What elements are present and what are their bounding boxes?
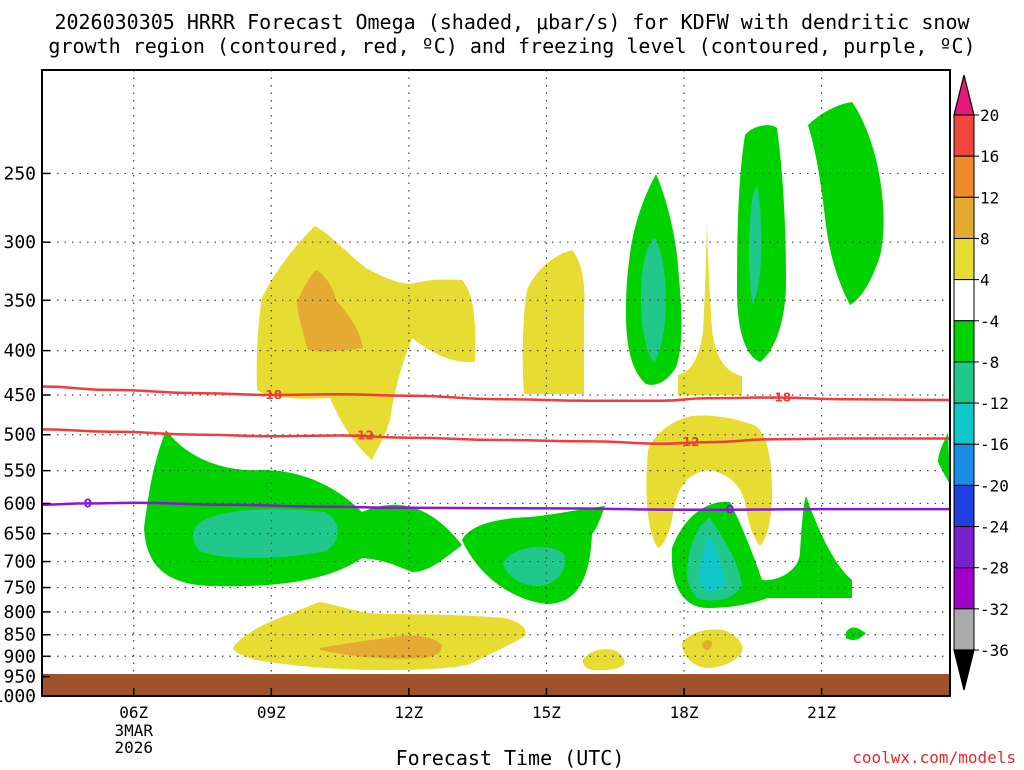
y-tick-label-400: 400	[3, 341, 36, 362]
colorbar-bin--20--16	[953, 443, 975, 486]
y-tick-label-900: 900	[3, 646, 36, 667]
gridlines	[42, 70, 950, 696]
shade-yellow-cell-5	[582, 649, 625, 671]
x-axis-label: Forecast Time (UTC)	[395, 746, 625, 770]
surface-ground-band	[42, 674, 950, 696]
y-tick-label-500: 500	[3, 425, 36, 446]
y-tick-label-300: 300	[3, 232, 36, 253]
plot-frame	[41, 69, 951, 697]
y-tick-label-650: 650	[3, 524, 36, 545]
y-tick-label-250: 250	[3, 163, 36, 184]
shade-green-cell-5	[737, 125, 786, 363]
colorbar-bin-4-8	[953, 237, 975, 281]
x-tick-label-09Z: 09Z	[257, 703, 286, 722]
colorbar-bin-12-16	[953, 155, 975, 198]
colorbar-bin-8-12	[953, 196, 975, 239]
shade-cyan-cell-3	[699, 536, 725, 592]
colorbar-label-16: 16	[980, 147, 999, 166]
colorbar-bin--32--28	[953, 567, 975, 610]
omega-shading	[144, 102, 950, 671]
y-tick-label-350: 350	[3, 290, 36, 311]
y-tick-label-850: 850	[3, 625, 36, 646]
contour-labels: -18 -18 -12 -12 0 0	[84, 388, 791, 517]
colorbar-over-triangle	[953, 74, 975, 116]
colorbar-bin--28--24	[953, 526, 975, 569]
contour-label-dgz-minus12: -12	[352, 428, 374, 442]
colorbar-label--8: -8	[980, 353, 999, 372]
colorbar-label-8: 8	[980, 229, 990, 248]
colorbar-bin--16--12	[953, 402, 975, 445]
shade-teal-cell-5	[749, 186, 762, 305]
colorbar-label--24: -24	[980, 518, 1009, 537]
shade-green-cell-6	[808, 102, 884, 305]
shade-orange-cell-6	[702, 640, 713, 650]
shade-green-fragment-2	[938, 432, 950, 484]
credit-link[interactable]: coolwx.com/models	[852, 748, 1016, 767]
x-tick-label-06Z: 06Z	[119, 703, 148, 722]
shade-teal-cell-1	[193, 509, 338, 558]
x-tick-sublabel: 3MAR	[114, 721, 153, 740]
colorbar-label-20: 20	[980, 106, 999, 125]
y-tick-label-950: 950	[3, 667, 36, 688]
shade-yellow-cell-2	[522, 250, 585, 394]
shade-teal-cell-2	[503, 546, 565, 586]
shade-orange-cell-4	[320, 635, 443, 659]
colorbar-label--32: -32	[980, 600, 1009, 619]
contour-dgz-minus18	[42, 385, 950, 403]
colorbar-label--20: -20	[980, 476, 1009, 495]
x-tick-label-18Z: 18Z	[670, 703, 699, 722]
contour-label-freezing-level: 0	[84, 496, 92, 510]
y-tick-label-1000: 1000	[0, 686, 36, 707]
shade-yellow-spike-18z	[678, 222, 742, 395]
contour-dgz-minus12	[42, 428, 950, 445]
contour-label-dgz-minus18: -18	[769, 391, 791, 405]
colorbar-label-4: 4	[980, 271, 990, 290]
colorbar-label--4: -4	[980, 312, 999, 331]
contour-label-dgz-minus18: -18	[260, 388, 282, 402]
shade-yellow-cell-1	[256, 226, 476, 460]
y-tick-label-450: 450	[3, 385, 36, 406]
colorbar-bin--36--32	[953, 608, 975, 651]
chart-title-line-1: 2026030305 HRRR Forecast Omega (shaded, …	[54, 10, 970, 34]
colorbar-bin--12--8	[953, 361, 975, 404]
colorbar-label--36: -36	[980, 641, 1009, 660]
y-tick-label-600: 600	[3, 493, 36, 514]
colorbar-bin--8--4	[953, 320, 975, 363]
colorbar-label-12: 12	[980, 188, 999, 207]
shade-orange-cell-1	[297, 270, 363, 352]
colorbar-bin-16-20	[953, 114, 975, 157]
colorbar-bin--24--20	[953, 484, 975, 528]
colorbar-under-triangle	[953, 649, 975, 691]
x-tick-label-21Z: 21Z	[807, 703, 836, 722]
colorbar-label--12: -12	[980, 394, 1009, 413]
x-tick-label-15Z: 15Z	[532, 703, 561, 722]
temperature-contours	[42, 385, 950, 511]
contour-label-dgz-minus12: -12	[678, 435, 700, 449]
y-tick-label-750: 750	[3, 578, 36, 599]
y-tick-label-550: 550	[3, 461, 36, 482]
omega-colorbar: 20 16 12 8 4 -4 -8 -12 -16 -20 -24 -28 -32 -36	[953, 74, 1009, 691]
colorbar-label--16: -16	[980, 435, 1009, 454]
shade-yellow-cell-4	[233, 602, 526, 670]
shade-yellow-cell-6	[682, 629, 743, 668]
x-tick-sublabel: 2026	[114, 738, 153, 757]
axes: 2503003504004505005506006507007508008509…	[0, 163, 836, 757]
shade-teal-cell-4	[641, 238, 666, 362]
colorbar-bin--4-4	[953, 279, 975, 322]
colorbar-label--28: -28	[980, 559, 1009, 578]
shade-yellow-cell-3	[646, 415, 772, 548]
y-tick-label-800: 800	[3, 602, 36, 623]
y-tick-label-700: 700	[3, 552, 36, 573]
chart-title-line-2: growth region (contoured, red, ºC) and f…	[48, 34, 976, 58]
contour-freezing-level	[42, 501, 950, 511]
x-tick-label-12Z: 12Z	[394, 703, 423, 722]
contour-label-freezing-level: 0	[726, 503, 734, 517]
shade-green-fragment-1	[846, 627, 866, 641]
